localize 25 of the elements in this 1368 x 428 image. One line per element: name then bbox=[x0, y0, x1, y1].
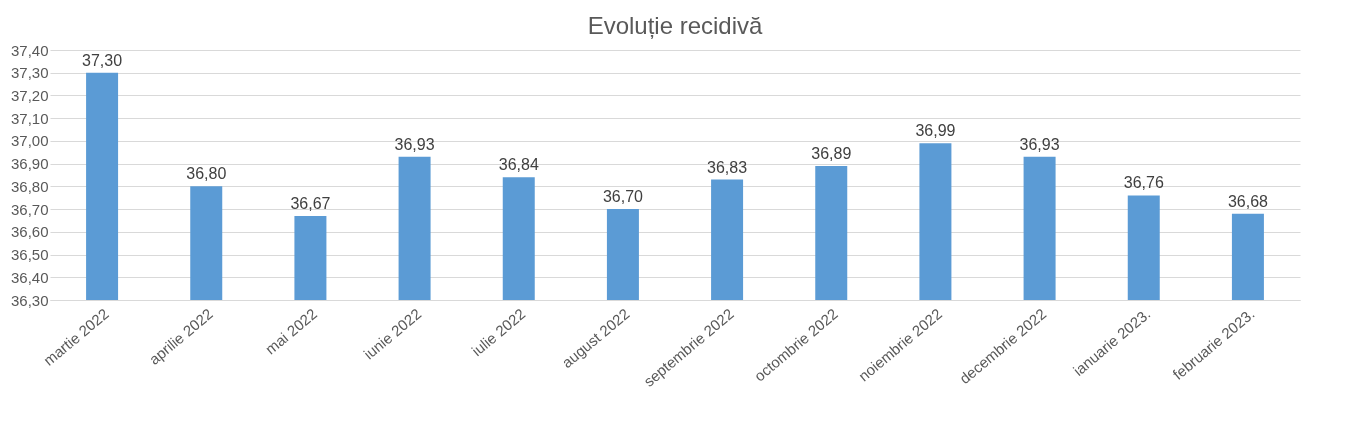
chart-title: Evoluție recidivă bbox=[587, 12, 764, 39]
data-label: 36,67 bbox=[290, 194, 331, 212]
data-label: 36,80 bbox=[186, 165, 227, 183]
data-label: 36,84 bbox=[498, 156, 539, 174]
y-tick-label: 36,70 bbox=[10, 200, 49, 218]
data-label: 36,76 bbox=[1123, 174, 1164, 192]
data-label: 36,99 bbox=[915, 122, 956, 140]
y-tick-label: 36,60 bbox=[10, 223, 49, 241]
data-label: 36,89 bbox=[811, 144, 852, 162]
y-tick-label: 37,30 bbox=[10, 64, 49, 82]
y-tick-label: 36,30 bbox=[10, 291, 49, 309]
y-tick-label: 36,50 bbox=[10, 246, 49, 264]
y-tick-label: 37,10 bbox=[10, 109, 49, 127]
data-label: 36,93 bbox=[1019, 135, 1060, 153]
y-tick-label: 36,40 bbox=[10, 268, 49, 286]
y-tick-label: 37,20 bbox=[10, 86, 49, 104]
data-label: 36,83 bbox=[707, 158, 748, 176]
data-label: 36,68 bbox=[1227, 192, 1269, 210]
data-label: 36,70 bbox=[602, 188, 644, 206]
y-tick-label: 36,90 bbox=[10, 155, 49, 173]
y-tick-label: 36,80 bbox=[10, 177, 49, 195]
data-label: 37,30 bbox=[82, 51, 123, 69]
y-tick-label: 37,40 bbox=[10, 41, 49, 59]
data-label: 36,93 bbox=[394, 135, 435, 153]
y-tick-label: 37,00 bbox=[10, 132, 49, 150]
